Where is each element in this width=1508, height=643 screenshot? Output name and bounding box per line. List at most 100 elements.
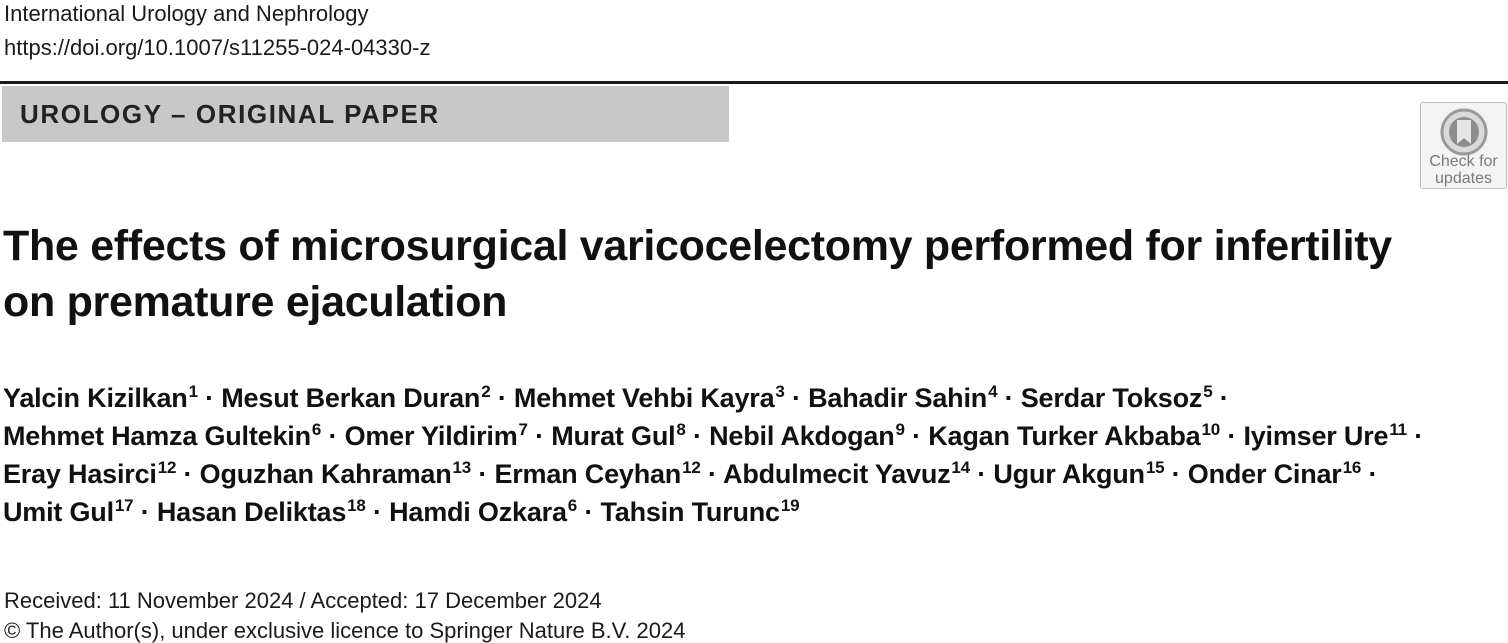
- author-entry: Oguzhan Kahraman13: [199, 458, 472, 489]
- author-name[interactable]: Oguzhan Kahraman: [199, 459, 452, 489]
- author-separator: ·: [1219, 383, 1229, 413]
- title-line: The effects of microsurgical varicocelec…: [3, 222, 1392, 270]
- affiliation-number[interactable]: 15: [1145, 458, 1165, 477]
- affiliation-number[interactable]: 16: [1342, 458, 1362, 477]
- author-entry: Serdar Toksoz5: [1021, 383, 1213, 413]
- author-separator: ·: [792, 383, 801, 413]
- title-line: on premature ejaculation: [3, 278, 508, 326]
- author-separator: ·: [497, 383, 507, 413]
- author-name[interactable]: Abdulmecit Yavuz: [723, 459, 951, 489]
- bookmark-ribbon-icon: [1440, 108, 1488, 156]
- affiliation-number[interactable]: 4: [988, 382, 998, 401]
- section-label: UROLOGY – ORIGINAL PAPER: [20, 99, 440, 129]
- affiliation-number[interactable]: 3: [775, 382, 785, 401]
- affiliation-number[interactable]: 13: [452, 458, 472, 477]
- author-line: Eray Hasirci12 · Oguzhan Kahraman13 · Er…: [3, 455, 1503, 493]
- affiliation-number[interactable]: 17: [114, 496, 134, 515]
- affiliation-number[interactable]: 2: [481, 382, 491, 401]
- copyright-notice: © The Author(s), under exclusive licence…: [4, 618, 686, 643]
- author-name[interactable]: Tahsin Turunc: [600, 497, 780, 527]
- author-separator: ·: [478, 459, 488, 489]
- affiliation-number[interactable]: 18: [347, 496, 366, 515]
- author-separator: ·: [328, 421, 338, 451]
- author-entry: Iyimser Ure11: [1243, 420, 1407, 451]
- author-entry: Ugur Akgun15: [993, 459, 1164, 489]
- author-entry: Eray Hasirci12: [3, 459, 176, 489]
- author-separator: ·: [1004, 383, 1014, 413]
- author-name[interactable]: Iyimser Ure: [1243, 421, 1389, 451]
- author-name[interactable]: Mesut Berkan Duran: [221, 383, 481, 413]
- author-separator: ·: [535, 421, 544, 451]
- check-for-updates-badge[interactable]: Check for updates: [1420, 102, 1507, 189]
- affiliation-number[interactable]: 1: [188, 382, 198, 401]
- author-separator: ·: [1368, 459, 1378, 489]
- affiliation-number[interactable]: 14: [951, 458, 970, 477]
- author-entry: Mehmet Hamza Gultekin6: [3, 421, 321, 451]
- affiliation-number[interactable]: 7: [518, 420, 528, 439]
- received-accepted-dates: Received: 11 November 2024 / Accepted: 1…: [4, 588, 602, 613]
- affiliation-number[interactable]: 9: [895, 420, 905, 439]
- author-line: Umit Gul17 · Hasan Deliktas18 · Hamdi Oz…: [3, 493, 1503, 531]
- author-name[interactable]: Hamdi Ozkara: [389, 497, 567, 527]
- journal-name: International Urology and Nephrology: [4, 1, 369, 26]
- author-name[interactable]: Eray Hasirci: [3, 459, 157, 489]
- author-separator: ·: [584, 497, 594, 527]
- author-name[interactable]: Bahadir Sahin: [808, 383, 988, 413]
- author-entry: Kagan Turker Akbaba10: [928, 421, 1220, 451]
- author-separator: ·: [1227, 421, 1237, 451]
- affiliation-number[interactable]: 8: [676, 420, 686, 439]
- affiliation-number[interactable]: 10: [1201, 420, 1221, 439]
- author-name[interactable]: Murat Gul: [551, 421, 676, 451]
- author-separator: ·: [693, 421, 702, 451]
- author-line: Yalcin Kizilkan1 · Mesut Berkan Duran2 ·…: [3, 379, 1503, 417]
- affiliation-number[interactable]: 12: [157, 458, 177, 477]
- doi-link[interactable]: https://doi.org/10.1007/s11255-024-04330…: [4, 35, 431, 60]
- author-entry: Tahsin Turunc19: [600, 497, 799, 527]
- author-line: Mehmet Hamza Gultekin6 · Omer Yildirim7 …: [3, 417, 1503, 455]
- author-separator: ·: [707, 459, 717, 489]
- author-separator: ·: [1171, 459, 1181, 489]
- affiliation-number[interactable]: 11: [1389, 420, 1407, 439]
- author-entry: Mehmet Vehbi Kayra3: [514, 383, 785, 413]
- author-separator: ·: [1414, 421, 1424, 451]
- affiliation-number[interactable]: 5: [1203, 382, 1213, 401]
- header-rule: [0, 81, 1508, 84]
- author-entry: Hamdi Ozkara6: [389, 497, 577, 527]
- author-list: Yalcin Kizilkan1 · Mesut Berkan Duran2 ·…: [3, 379, 1503, 531]
- author-entry: Yalcin Kizilkan1: [3, 383, 198, 413]
- author-name[interactable]: Hasan Deliktas: [156, 497, 347, 527]
- author-separator: ·: [977, 459, 987, 489]
- author-separator: ·: [372, 497, 382, 527]
- author-name[interactable]: Umit Gul: [3, 497, 114, 527]
- author-name[interactable]: Erman Ceyhan: [494, 459, 682, 489]
- article-title: The effects of microsurgical varicocelec…: [3, 218, 1392, 330]
- affiliation-number[interactable]: 6: [311, 420, 322, 439]
- author-name[interactable]: Nebil Akdogan: [709, 421, 895, 451]
- author-entry: Onder Cinar16: [1187, 458, 1362, 489]
- author-name[interactable]: Kagan Turker Akbaba: [928, 421, 1201, 451]
- author-entry: Erman Ceyhan12: [494, 459, 700, 489]
- author-entry: Umit Gul17: [3, 496, 134, 527]
- author-entry: Nebil Akdogan9: [709, 421, 905, 451]
- check-for-updates-label: Check for updates: [1429, 153, 1498, 187]
- author-name[interactable]: Mehmet Vehbi Kayra: [513, 383, 775, 413]
- author-separator: ·: [912, 421, 921, 451]
- author-entry: Bahadir Sahin4: [808, 383, 997, 413]
- author-name[interactable]: Yalcin Kizilkan: [3, 383, 188, 413]
- author-entry: Omer Yildirim7: [345, 421, 528, 451]
- author-name[interactable]: Omer Yildirim: [344, 421, 518, 451]
- author-separator: ·: [140, 497, 150, 527]
- author-name[interactable]: Mehmet Hamza Gultekin: [3, 421, 311, 451]
- author-entry: Murat Gul8: [551, 420, 686, 451]
- author-name[interactable]: Serdar Toksoz: [1020, 383, 1203, 413]
- author-entry: Hasan Deliktas18: [157, 497, 366, 527]
- author-name[interactable]: Ugur Akgun: [993, 459, 1145, 489]
- author-separator: ·: [205, 383, 214, 413]
- affiliation-number[interactable]: 6: [567, 496, 578, 515]
- affiliation-number[interactable]: 12: [682, 458, 701, 477]
- author-name[interactable]: Onder Cinar: [1187, 459, 1342, 489]
- author-entry: Mesut Berkan Duran2: [221, 383, 490, 413]
- affiliation-number[interactable]: 19: [780, 496, 800, 515]
- section-band: [2, 86, 729, 142]
